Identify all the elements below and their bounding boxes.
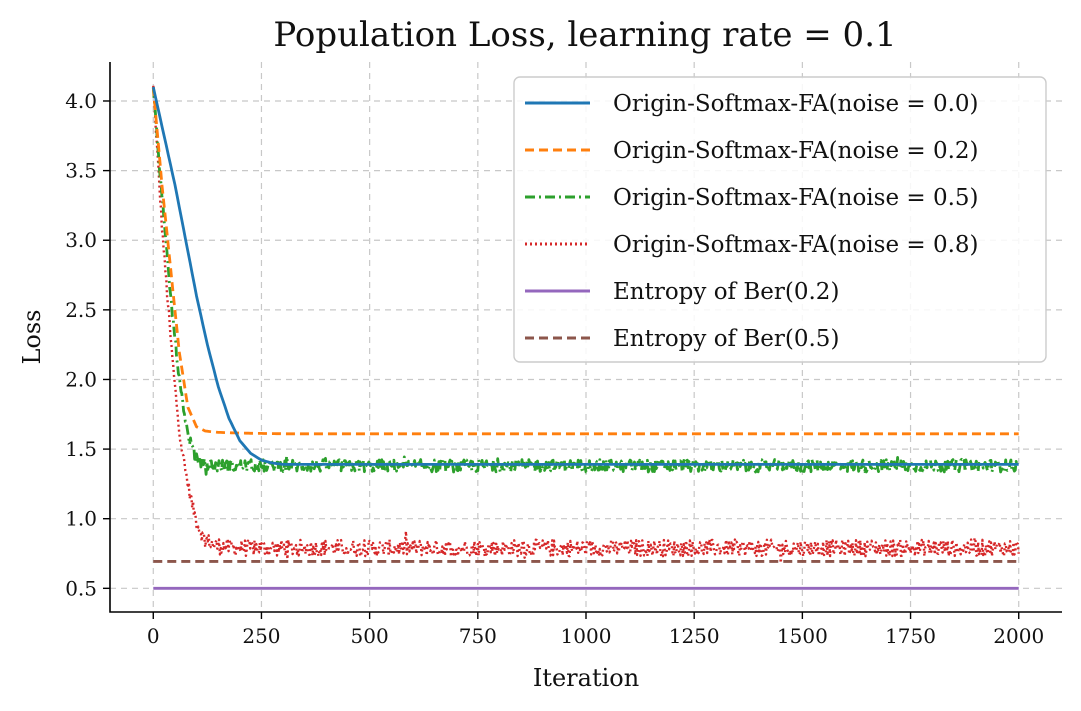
legend-frame bbox=[514, 77, 1046, 362]
x-tick-label: 1500 bbox=[777, 624, 828, 648]
y-tick-label: 3.5 bbox=[65, 159, 97, 183]
legend-label-2: Origin-Softmax-FA(noise = 0.5) bbox=[613, 185, 979, 211]
legend-label-3: Origin-Softmax-FA(noise = 0.8) bbox=[613, 232, 979, 258]
legend-label-1: Origin-Softmax-FA(noise = 0.2) bbox=[613, 138, 979, 164]
x-tick-label: 750 bbox=[459, 624, 497, 648]
y-tick-label: 2.5 bbox=[65, 298, 97, 322]
legend-label-0: Origin-Softmax-FA(noise = 0.0) bbox=[613, 91, 979, 117]
y-tick-label: 3.0 bbox=[65, 228, 97, 252]
legend-label-4: Entropy of Ber(0.2) bbox=[613, 279, 839, 305]
x-tick-label: 1000 bbox=[561, 624, 612, 648]
y-tick-label: 2.0 bbox=[65, 367, 97, 391]
x-axis-label: Iteration bbox=[533, 664, 639, 692]
y-tick-label: 1.0 bbox=[65, 507, 97, 531]
y-tick-label: 4.0 bbox=[65, 89, 97, 113]
y-tick-label: 0.5 bbox=[65, 576, 97, 600]
x-tick-label: 1250 bbox=[669, 624, 720, 648]
y-axis-label: Loss bbox=[18, 309, 46, 364]
x-tick-label: 500 bbox=[351, 624, 389, 648]
chart-title: Population Loss, learning rate = 0.1 bbox=[273, 15, 896, 55]
y-tick-label: 1.5 bbox=[65, 437, 97, 461]
x-tick-label: 250 bbox=[242, 624, 280, 648]
x-tick-label: 1750 bbox=[885, 624, 936, 648]
x-tick-label: 0 bbox=[147, 624, 160, 648]
population-loss-chart: Population Loss, learning rate = 0.1 0 25… bbox=[0, 0, 1081, 711]
x-tick-label: 2000 bbox=[993, 624, 1044, 648]
legend: Origin-Softmax-FA(noise = 0.0) Origin-Sof… bbox=[514, 77, 1046, 362]
legend-label-5: Entropy of Ber(0.5) bbox=[613, 326, 839, 352]
